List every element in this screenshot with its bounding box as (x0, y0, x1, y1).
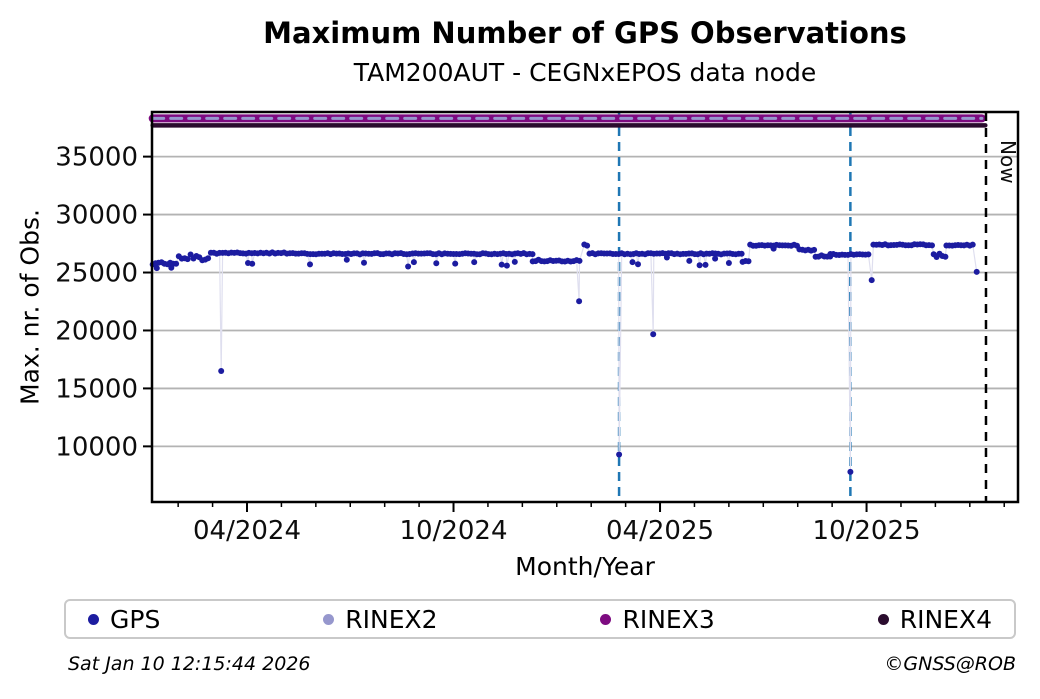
now-label: Now (996, 140, 1020, 184)
x-tick-label: 10/2024 (400, 516, 508, 546)
rinex2-marker-icon (323, 613, 335, 625)
rinex3-marker-icon (600, 613, 612, 625)
plot-border (150, 110, 1020, 504)
x-axis-label: Month/Year (515, 552, 655, 581)
gps-point (249, 260, 256, 267)
gps-point (433, 260, 440, 267)
gps-connector-line (152, 243, 978, 472)
gps-point (576, 298, 583, 305)
gps-point (410, 259, 417, 266)
gps-point (738, 250, 745, 257)
gps-point (153, 265, 160, 272)
legend-label-rinex2: RINEX2 (345, 604, 438, 634)
legend-label-rinex4: RINEX4 (899, 604, 992, 634)
gps-point (745, 258, 752, 265)
legend-item-gps: GPS (88, 605, 160, 634)
page-subtitle: TAM200AUT - CEGNxEPOS data node (353, 58, 817, 87)
gps-point (205, 255, 212, 262)
credit: ©GNSS@ROB (884, 653, 1016, 675)
legend-item-rinex3: RINEX3 (600, 604, 715, 634)
gps-point (868, 277, 875, 284)
y-tick-label: 25000 (55, 259, 138, 289)
gps-point (405, 263, 412, 270)
y-tick-label: 20000 (55, 316, 138, 346)
y-tick-label: 10000 (55, 432, 138, 462)
gps-point (629, 259, 636, 266)
gps-marker-icon (88, 613, 99, 625)
legend-label-gps: GPS (110, 604, 161, 634)
gps-point (361, 259, 367, 266)
gps-point (343, 256, 350, 263)
gps-point (929, 242, 935, 249)
gps-point (811, 246, 818, 253)
gps-point (503, 262, 510, 269)
x-tick-label: 04/2025 (606, 516, 714, 546)
gps-point (696, 262, 703, 269)
gps-point (576, 257, 583, 264)
x-tick-label: 10/2025 (813, 516, 921, 546)
gps-point (184, 256, 191, 263)
gps-point (498, 261, 505, 268)
legend-item-rinex4: RINEX4 (877, 604, 992, 634)
gps-point (307, 261, 313, 268)
page-title: Maximum Number of GPS Observations (263, 16, 907, 50)
gps-point (616, 451, 623, 458)
gps-point (725, 260, 732, 266)
y-tick-label: 30000 (55, 201, 138, 231)
y-tick-label: 15000 (55, 374, 138, 404)
gps-point (511, 258, 518, 265)
gps-point (452, 260, 459, 267)
legend-item-rinex2: RINEX2 (323, 604, 438, 634)
gps-point (635, 261, 641, 268)
gps-point (686, 257, 693, 264)
gps-point (218, 368, 225, 374)
gps-point (471, 259, 478, 266)
gps-point (650, 331, 657, 338)
gps-point (702, 261, 709, 268)
gps-point (969, 241, 976, 248)
y-tick-label: 35000 (55, 143, 138, 173)
gps-point (942, 253, 949, 260)
rinex4-marker-icon (877, 613, 889, 625)
gps-point (712, 255, 719, 262)
gps-point (584, 242, 591, 249)
gps-point (865, 251, 872, 258)
legend: GPS RINEX2 RINEX3 RINEX4 (64, 599, 1016, 639)
legend-label-rinex3: RINEX3 (622, 604, 715, 634)
timestamp: Sat Jan 10 12:15:44 2026 (68, 653, 311, 675)
gps-point (529, 251, 536, 258)
gps-point (973, 268, 980, 275)
gps-point (847, 468, 854, 475)
x-tick-label: 04/2024 (193, 516, 301, 546)
gps-point (173, 260, 180, 267)
